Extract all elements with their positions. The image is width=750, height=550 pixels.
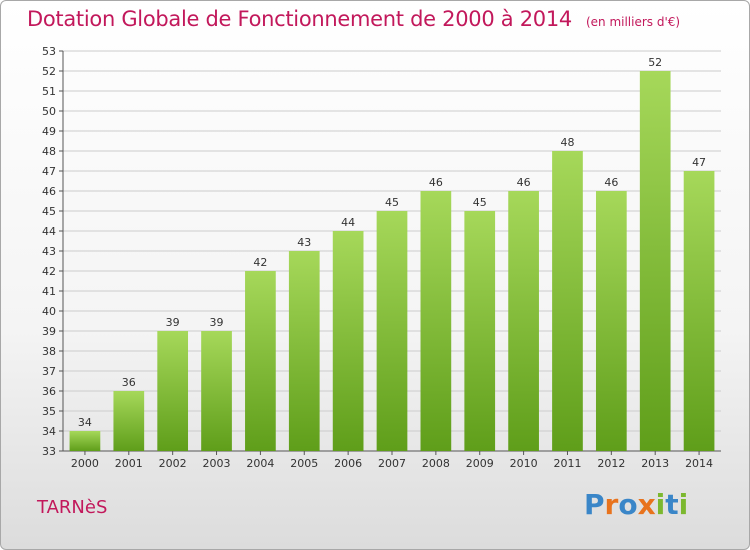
bar-value-label: 43 — [297, 236, 311, 249]
bar — [332, 231, 364, 451]
bar — [288, 251, 320, 451]
y-tick-label: 33 — [42, 445, 56, 458]
logo-letter: t — [665, 488, 679, 521]
x-tick-label: 2002 — [159, 457, 187, 470]
x-tick-label: 2007 — [378, 457, 406, 470]
y-tick-label: 46 — [42, 185, 56, 198]
y-tick-label: 50 — [42, 105, 56, 118]
bar — [595, 191, 627, 451]
commune-name: TARNèS — [37, 497, 108, 518]
y-axis-ticks: 33 34 35 36 37 38 39 40 41 42 43 44 45 46 47 48 49 50 51 52… — [42, 45, 63, 458]
y-tick-label: 35 — [42, 405, 56, 418]
y-tick-label: 34 — [42, 425, 56, 438]
chart-title: Dotation Globale de Fonctionnement de 20… — [27, 7, 572, 31]
y-tick-label: 40 — [42, 305, 56, 318]
bar — [157, 331, 189, 451]
bar-value-label: 46 — [604, 176, 618, 189]
y-tick-label: 36 — [42, 385, 56, 398]
proxiti-logo: Proxiti — [584, 488, 688, 521]
bar-value-label: 39 — [166, 316, 180, 329]
bar — [69, 431, 101, 451]
x-tick-label: 2000 — [71, 457, 99, 470]
bar-value-label: 39 — [210, 316, 224, 329]
bar-value-label: 47 — [692, 156, 706, 169]
x-axis-ticks: 2000 2001 2002 2003 2004 2005 2006 2007 2008 2009… — [71, 451, 713, 470]
y-tick-label: 42 — [42, 265, 56, 278]
bar — [552, 151, 583, 451]
bar-value-label: 36 — [122, 376, 136, 389]
logo-letter: x — [637, 488, 656, 521]
y-tick-label: 53 — [42, 45, 56, 58]
x-tick-label: 2014 — [685, 457, 713, 470]
y-tick-label: 49 — [42, 125, 56, 138]
bar — [245, 271, 276, 451]
bar — [113, 391, 145, 451]
y-tick-label: 51 — [42, 85, 56, 98]
y-tick-label: 41 — [42, 285, 56, 298]
x-tick-label: 2012 — [597, 457, 625, 470]
chart-title-row: Dotation Globale de Fonctionnement de 20… — [27, 7, 680, 31]
bar-value-label: 46 — [429, 176, 443, 189]
y-tick-label: 37 — [42, 365, 56, 378]
y-tick-label: 47 — [42, 165, 56, 178]
x-tick-label: 2013 — [641, 457, 669, 470]
bar-value-label: 45 — [385, 196, 399, 209]
bar — [639, 71, 671, 451]
x-tick-label: 2004 — [246, 457, 274, 470]
x-tick-label: 2009 — [466, 457, 494, 470]
y-tick-label: 52 — [42, 65, 56, 78]
bar — [464, 211, 496, 451]
bar-value-label: 46 — [517, 176, 531, 189]
bar — [376, 211, 408, 451]
x-tick-label: 2001 — [115, 457, 143, 470]
bar — [683, 171, 715, 451]
bars — [69, 71, 715, 451]
y-tick-label: 44 — [42, 225, 56, 238]
bar-value-label: 44 — [341, 216, 355, 229]
y-tick-label: 38 — [42, 345, 56, 358]
y-tick-label: 43 — [42, 245, 56, 258]
value-labels: 34 36 39 39 42 43 44 45 46 45 46 48 46 52 47 — [78, 56, 706, 429]
logo-letter: o — [618, 488, 638, 521]
x-tick-label: 2011 — [553, 457, 581, 470]
y-tick-label: 48 — [42, 145, 56, 158]
chart-subtitle: (en milliers d'€) — [585, 15, 681, 29]
logo-letter: r — [604, 488, 619, 521]
bar-value-label: 42 — [253, 256, 267, 269]
x-tick-label: 2010 — [510, 457, 538, 470]
x-tick-label: 2008 — [422, 457, 450, 470]
bar-value-label: 34 — [78, 416, 92, 429]
bar-value-label: 52 — [648, 56, 662, 69]
bar — [201, 331, 232, 451]
bar-value-label: 48 — [560, 136, 574, 149]
x-tick-label: 2003 — [203, 457, 231, 470]
logo-letter: P — [584, 488, 605, 521]
bar — [508, 191, 539, 451]
x-tick-label: 2005 — [290, 457, 318, 470]
logo-letter: i — [678, 488, 689, 521]
y-tick-label: 45 — [42, 205, 56, 218]
bar — [420, 191, 452, 451]
bar-value-label: 45 — [473, 196, 487, 209]
y-tick-label: 39 — [42, 325, 56, 338]
x-tick-label: 2006 — [334, 457, 362, 470]
logo-letter: i — [655, 488, 666, 521]
